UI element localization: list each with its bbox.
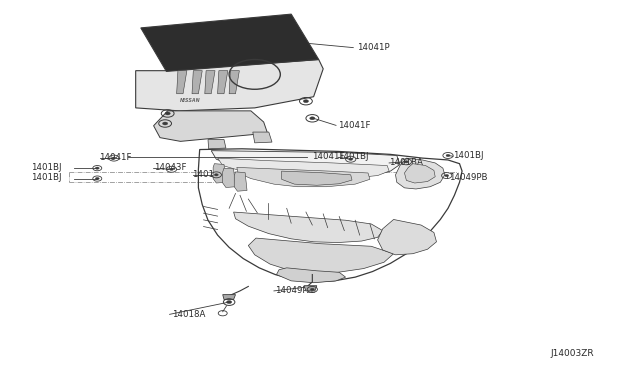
Polygon shape [378, 219, 436, 255]
Polygon shape [211, 151, 400, 179]
Text: J14003ZR: J14003ZR [550, 349, 594, 358]
Polygon shape [141, 14, 319, 71]
Text: 14041F: 14041F [99, 153, 132, 162]
Circle shape [227, 301, 232, 304]
Circle shape [310, 288, 314, 291]
Polygon shape [304, 286, 317, 291]
Text: 14049PA: 14049PA [275, 286, 313, 295]
Polygon shape [404, 164, 435, 183]
Text: 14043F: 14043F [154, 163, 186, 172]
Circle shape [95, 177, 99, 180]
Circle shape [112, 157, 116, 159]
Polygon shape [234, 212, 383, 243]
Polygon shape [229, 71, 239, 94]
Circle shape [214, 174, 218, 176]
Circle shape [163, 122, 168, 125]
Text: 14041F: 14041F [338, 121, 371, 130]
Circle shape [95, 167, 99, 169]
Polygon shape [396, 158, 445, 189]
Polygon shape [213, 164, 226, 183]
Circle shape [310, 117, 315, 120]
Text: 14041P: 14041P [357, 43, 390, 52]
Polygon shape [218, 158, 389, 179]
Text: 1401BJ: 1401BJ [31, 173, 61, 182]
Circle shape [404, 161, 408, 163]
Text: 14018J: 14018J [192, 170, 222, 179]
Text: 1401BJ: 1401BJ [338, 152, 369, 161]
Polygon shape [154, 111, 268, 141]
Text: 14041F: 14041F [312, 152, 345, 161]
Polygon shape [237, 167, 370, 187]
Circle shape [445, 174, 449, 177]
Polygon shape [248, 238, 394, 273]
Polygon shape [253, 132, 272, 143]
Polygon shape [276, 268, 346, 283]
Polygon shape [192, 71, 202, 94]
Polygon shape [218, 71, 228, 94]
Text: 14049PB: 14049PB [449, 173, 488, 182]
Circle shape [170, 168, 173, 170]
Polygon shape [234, 172, 247, 191]
Text: 14018A: 14018A [172, 310, 205, 319]
Polygon shape [177, 71, 187, 94]
Polygon shape [282, 171, 352, 185]
Text: NISSAN: NISSAN [180, 98, 201, 103]
Polygon shape [223, 168, 236, 187]
Circle shape [303, 100, 308, 103]
Polygon shape [205, 71, 215, 94]
Text: 1401BA: 1401BA [389, 158, 423, 167]
Text: 1401BJ: 1401BJ [31, 163, 61, 172]
Polygon shape [136, 60, 323, 111]
Polygon shape [208, 140, 226, 149]
Polygon shape [223, 295, 236, 299]
Circle shape [349, 158, 353, 160]
Circle shape [165, 112, 170, 115]
Text: 1401BJ: 1401BJ [453, 151, 484, 160]
Circle shape [446, 154, 450, 157]
